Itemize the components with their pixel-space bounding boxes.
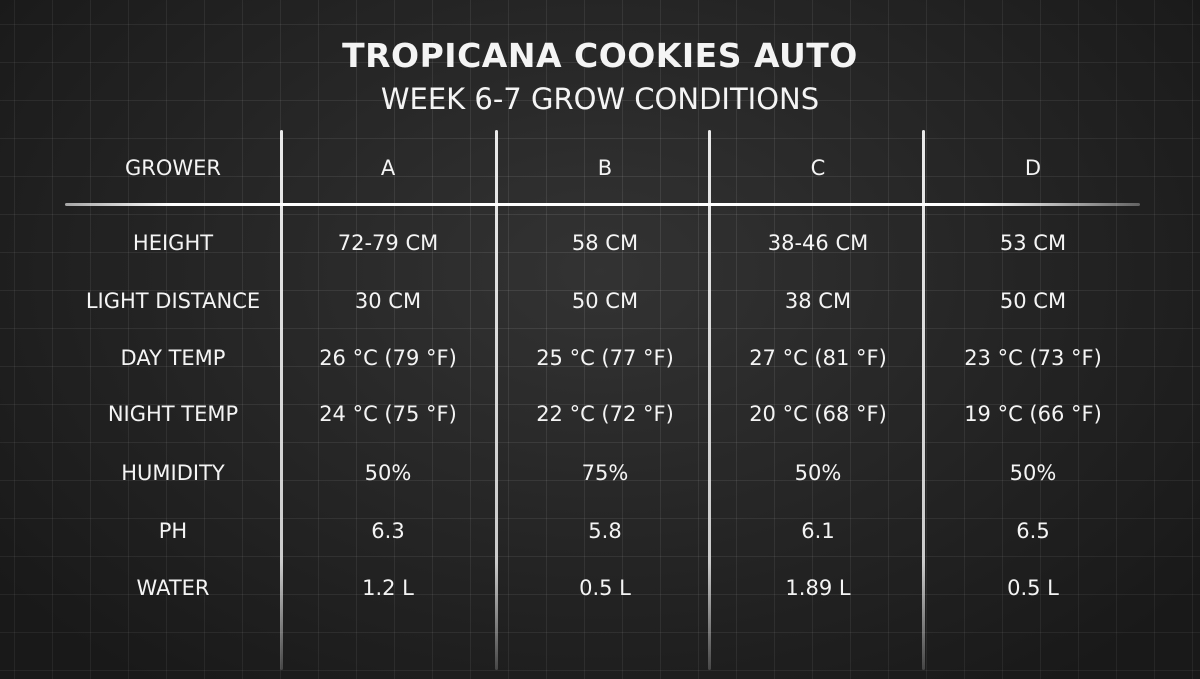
column-divider xyxy=(708,130,711,670)
table-cell: 50% xyxy=(1009,461,1057,485)
table-cell: 38 CM xyxy=(784,289,852,313)
header-grower: A xyxy=(380,156,396,180)
column-divider xyxy=(922,130,925,670)
table-cell: 24 °C (75 °F) xyxy=(319,402,457,426)
table-cell: 19 °C (66 °F) xyxy=(964,402,1102,426)
header-divider xyxy=(65,203,1140,206)
table-cell: 5.8 xyxy=(588,519,622,543)
row-label: HUMIDITY xyxy=(121,461,225,485)
header-grower: C xyxy=(810,156,826,180)
table-cell: 6.1 xyxy=(801,519,835,543)
row-label: HEIGHT xyxy=(132,231,214,255)
table-cell: 38-46 CM xyxy=(767,231,869,255)
page-subtitle: WEEK 6-7 GROW CONDITIONS xyxy=(380,82,820,116)
table-cell: 6.3 xyxy=(371,519,405,543)
header-grower: D xyxy=(1024,156,1042,180)
table-cell: 0.5 L xyxy=(1007,576,1059,600)
header-label: GROWER xyxy=(124,156,222,180)
table-cell: 20 °C (68 °F) xyxy=(749,402,887,426)
table-cell: 6.5 xyxy=(1016,519,1050,543)
table-cell: 50% xyxy=(794,461,842,485)
table-cell: 0.5 L xyxy=(579,576,631,600)
row-label: LIGHT DISTANCE xyxy=(85,289,261,313)
table-cell: 72-79 CM xyxy=(337,231,439,255)
row-label: PH xyxy=(158,519,188,543)
column-divider xyxy=(280,130,283,670)
row-label: DAY TEMP xyxy=(120,346,226,370)
table-cell: 30 CM xyxy=(354,289,422,313)
table-cell: 27 °C (81 °F) xyxy=(749,346,887,370)
table-cell: 1.2 L xyxy=(362,576,414,600)
row-label: NIGHT TEMP xyxy=(107,402,239,426)
table-cell: 53 CM xyxy=(999,231,1067,255)
header-grower: B xyxy=(597,156,613,180)
table-cell: 26 °C (79 °F) xyxy=(319,346,457,370)
page-title: TROPICANA COOKIES AUTO xyxy=(342,36,858,75)
table-cell: 50 CM xyxy=(999,289,1067,313)
table-cell: 58 CM xyxy=(571,231,639,255)
table-cell: 1.89 L xyxy=(785,576,851,600)
table-cell: 23 °C (73 °F) xyxy=(964,346,1102,370)
table-cell: 50 CM xyxy=(571,289,639,313)
table-cell: 75% xyxy=(581,461,629,485)
table-cell: 50% xyxy=(364,461,412,485)
table-cell: 25 °C (77 °F) xyxy=(536,346,674,370)
table-cell: 22 °C (72 °F) xyxy=(536,402,674,426)
row-label: WATER xyxy=(136,576,210,600)
column-divider xyxy=(495,130,498,670)
